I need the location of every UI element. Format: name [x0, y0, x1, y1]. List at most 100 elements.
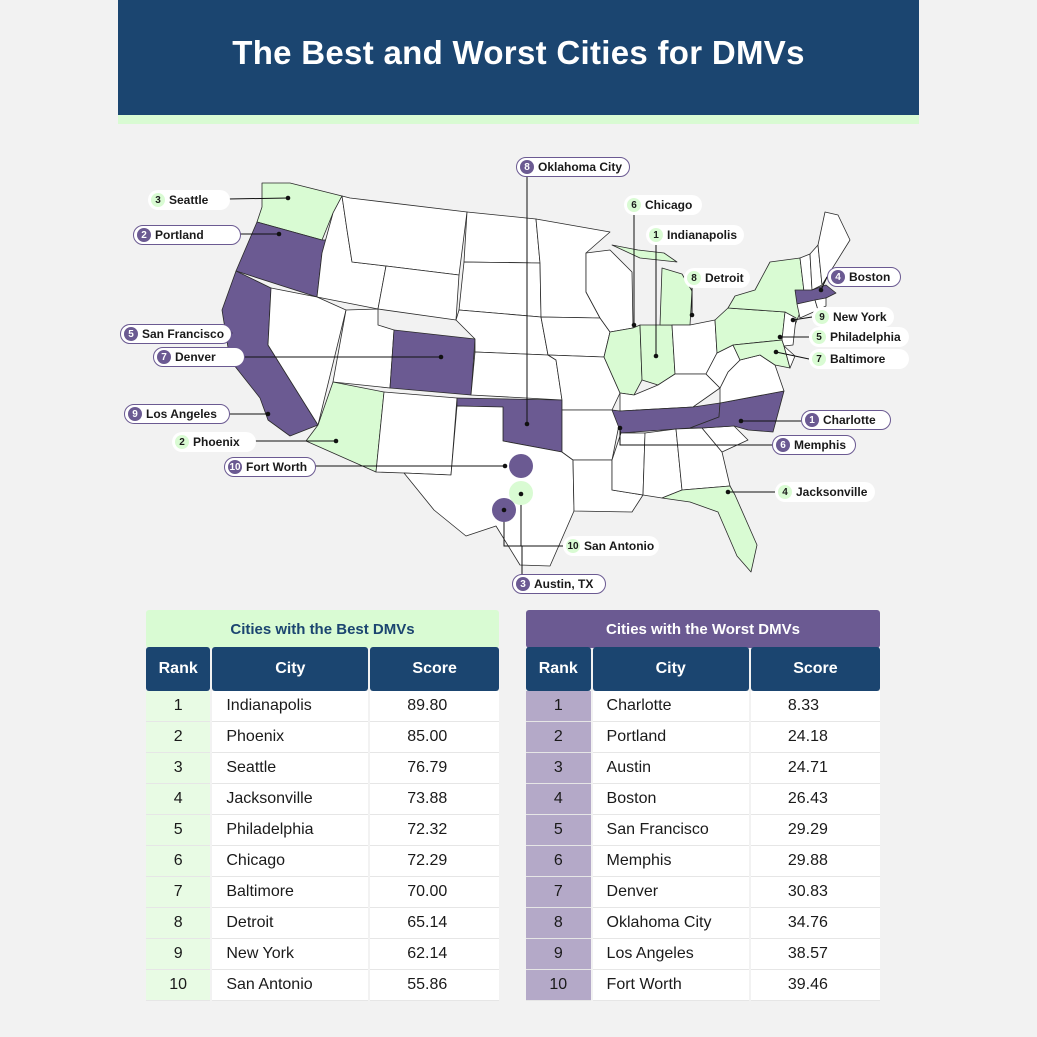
us-map: [221, 177, 851, 574]
city-cell: Baltimore: [212, 877, 369, 908]
state-washington: [256, 182, 343, 241]
city-marker: [653, 353, 659, 359]
state-south-dakota: [458, 261, 542, 318]
city-callout: 9 Los Angeles: [124, 404, 230, 424]
city-cell: Denver: [592, 877, 749, 908]
score-cell: 62.14: [370, 939, 499, 970]
city-marker: [725, 489, 731, 495]
rank-badge: 8: [520, 160, 534, 174]
callout-city-label: New York: [833, 310, 887, 324]
state-florida: [661, 485, 758, 573]
rank-badge: 2: [137, 228, 151, 242]
city-callout: 9 New York: [812, 307, 894, 327]
table-row: 3 Austin 24.71: [526, 753, 880, 784]
callout-city-label: Phoenix: [193, 435, 240, 449]
callout-city-label: Los Angeles: [146, 407, 217, 421]
callout-leader-line: [820, 276, 828, 291]
rank-cell: 2: [146, 722, 211, 753]
city-callout: 2 Portland: [133, 225, 241, 245]
table-row: 3 Seattle 76.79: [146, 753, 499, 784]
city-cell: New York: [212, 939, 369, 970]
callout-city-label: Boston: [849, 270, 891, 284]
city-cell: Austin: [592, 753, 749, 784]
state-montana: [341, 195, 468, 276]
city-cell: Portland: [592, 722, 749, 753]
rank-cell: 3: [526, 753, 591, 784]
callout-city-label: San Francisco: [142, 327, 225, 341]
callout-city-label: Baltimore: [830, 352, 886, 366]
state-north-dakota: [463, 211, 541, 264]
rank-badge: 1: [649, 228, 663, 242]
city-cell: Jacksonville: [212, 784, 369, 815]
table-row: 7 Denver 30.83: [526, 877, 880, 908]
city-callout: 3 Seattle: [148, 190, 230, 210]
city-marker: [738, 418, 744, 424]
callout-city-label: Fort Worth: [246, 460, 308, 474]
city-cell: Oklahoma City: [592, 908, 749, 939]
rank-cell: 1: [146, 691, 211, 722]
rank-badge: 3: [516, 577, 530, 591]
city-callout: 4 Jacksonville: [775, 482, 875, 502]
table-row: 10 Fort Worth 39.46: [526, 970, 880, 1001]
rank-badge: 4: [831, 270, 845, 284]
rank-cell: 10: [146, 970, 211, 1001]
city-cell: Seattle: [212, 753, 369, 784]
rank-badge: 5: [812, 330, 826, 344]
state-colorado: [389, 329, 476, 396]
callout-leader-line: [227, 197, 289, 200]
city-cell: San Antonio: [212, 970, 369, 1001]
city-cell: Philadelphia: [212, 815, 369, 846]
callout-city-label: Philadelphia: [830, 330, 901, 344]
rank-cell: 10: [526, 970, 591, 1001]
rank-cell: 3: [146, 753, 211, 784]
state-mississippi: [611, 432, 646, 496]
score-cell: 29.88: [750, 846, 880, 877]
city-cell: Chicago: [212, 846, 369, 877]
city-marker: [773, 349, 779, 355]
city-callout: 5 Philadelphia: [809, 327, 909, 347]
rank-cell: 7: [526, 877, 591, 908]
callout-leader-line: [792, 316, 813, 321]
callout-city-label: Chicago: [645, 198, 693, 212]
city-marker: [501, 507, 507, 513]
page-title: The Best and Worst Cities for DMVs: [232, 34, 805, 71]
city-header: City: [592, 647, 749, 691]
score-cell: 30.83: [750, 877, 880, 908]
rank-badge: 1: [805, 413, 819, 427]
score-cell: 85.00: [370, 722, 499, 753]
city-callout: 8 Detroit: [684, 268, 750, 288]
rank-cell: 6: [526, 846, 591, 877]
score-cell: 72.32: [370, 815, 499, 846]
score-cell: 76.79: [370, 753, 499, 784]
city-marker: [617, 425, 623, 431]
callout-city-label: Seattle: [169, 193, 209, 207]
score-cell: 70.00: [370, 877, 499, 908]
state-new-jersey: [781, 311, 797, 347]
city-marker: [518, 491, 524, 497]
state-iowa: [540, 316, 611, 358]
city-cell: San Francisco: [592, 815, 749, 846]
table-row: 5 San Francisco 29.29: [526, 815, 880, 846]
table-row: 1 Indianapolis 89.80: [146, 691, 499, 722]
city-callout: 10 San Antonio: [563, 536, 659, 556]
score-cell: 39.46: [750, 970, 880, 1001]
rank-badge: 5: [124, 327, 138, 341]
state-wyoming: [377, 265, 460, 321]
city-callout: 3 Austin, TX: [512, 574, 606, 594]
rank-badge: 6: [776, 438, 790, 452]
score-cell: 65.14: [370, 908, 499, 939]
score-cell: 89.80: [370, 691, 499, 722]
city-marker: [285, 195, 291, 201]
worst-dmv-table: Rank City Score 1 Charlotte 8.33 2 Portland 2…: [524, 647, 882, 1001]
state-arizona: [305, 381, 385, 473]
city-marker: [790, 317, 796, 323]
rank-cell: 8: [146, 908, 211, 939]
city-callout: 5 San Francisco: [120, 324, 232, 344]
city-marker: [689, 312, 695, 318]
city-cell: Charlotte: [592, 691, 749, 722]
table-row: 6 Chicago 72.29: [146, 846, 499, 877]
worst-table-title: Cities with the Worst DMVs: [526, 610, 880, 648]
callout-city-label: San Antonio: [584, 539, 655, 553]
state-texas: [403, 405, 575, 567]
city-cell: Boston: [592, 784, 749, 815]
